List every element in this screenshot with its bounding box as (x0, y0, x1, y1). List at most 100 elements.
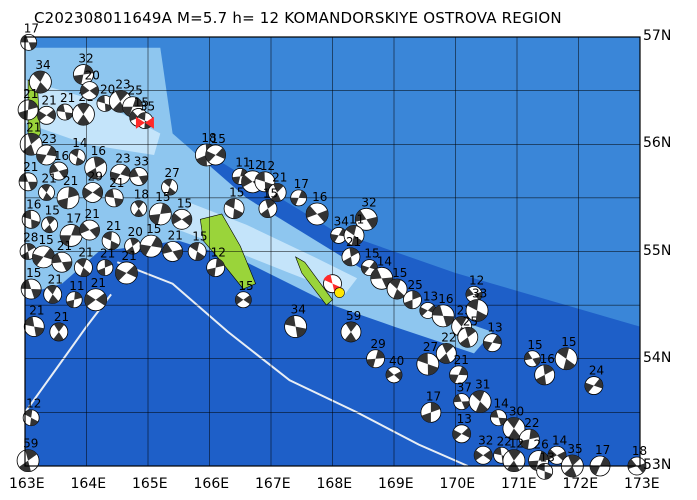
depth-label: 16 (540, 352, 555, 366)
depth-label: 15 (155, 190, 170, 204)
focal-mechanism (416, 352, 440, 376)
focal-mechanism (267, 183, 287, 202)
depth-label: 25 (128, 84, 143, 98)
depth-label: 22 (497, 434, 512, 448)
depth-label: 27 (423, 340, 438, 354)
focal-mechanism (130, 200, 148, 218)
focal-mechanism (290, 189, 308, 207)
depth-label: 34 (334, 214, 349, 228)
lat-tick-label: 55N (643, 242, 672, 259)
depth-label: 28 (23, 231, 38, 245)
depth-label: 23 (115, 77, 130, 91)
focal-mechanism (161, 178, 178, 196)
focal-mechanism (234, 291, 252, 309)
focal-mechanism (385, 366, 403, 384)
focal-mechanism (49, 322, 69, 342)
focal-mechanism (51, 251, 73, 273)
depth-label: 33 (472, 286, 487, 300)
focal-mechanism (82, 182, 104, 203)
focal-mechanism (21, 209, 41, 229)
depth-label: 35 (140, 100, 155, 114)
focal-mechanism (84, 288, 108, 312)
depth-label: 21 (42, 93, 57, 107)
event-lobe (135, 116, 145, 129)
focal-mechanism (73, 64, 94, 85)
focal-mechanism (19, 132, 43, 156)
focal-mechanism (32, 245, 55, 269)
depth-label: 24 (589, 364, 604, 378)
lon-tick-label: 166E (193, 476, 230, 492)
focal-mechanism (22, 409, 40, 427)
depth-label: 15 (26, 266, 41, 280)
depth-label: 20 (100, 82, 115, 96)
depth-label: 30 (509, 404, 524, 418)
focal-mechanism (65, 291, 83, 309)
depth-label: 32 (478, 433, 493, 447)
depth-label: 12 (26, 397, 41, 411)
depth-label: 15 (392, 266, 407, 280)
focal-mechanism (354, 207, 378, 231)
depth-label: 35 (567, 442, 582, 456)
depth-label: 21 (54, 310, 69, 324)
focal-mechanism (343, 225, 365, 246)
depth-label: 21 (168, 229, 183, 243)
depth-label: 15 (45, 204, 60, 218)
depth-label: 21 (121, 249, 136, 263)
depth-label: 21 (272, 171, 287, 185)
depth-label: 11 (69, 279, 84, 293)
depth-label: 37 (457, 381, 472, 395)
lat-tick-label: 56N (643, 135, 672, 152)
focal-mechanism (465, 299, 489, 322)
depth-label: 25 (463, 314, 478, 328)
focal-mechanism (453, 393, 471, 411)
focal-mechanism (554, 347, 578, 371)
depth-label: 21 (63, 174, 78, 188)
depth-label: 31 (475, 378, 490, 392)
focal-mechanism (56, 186, 80, 210)
depth-label: 33 (134, 154, 149, 168)
lat-tick-label: 57N (643, 28, 672, 44)
depth-label: 21 (29, 304, 44, 318)
focal-mechanism (187, 242, 207, 261)
depth-label: 21 (26, 120, 41, 134)
focal-mechanism (449, 365, 468, 385)
focal-mechanism (482, 333, 502, 353)
depth-label: 14 (552, 433, 567, 447)
depth-label: 22 (441, 330, 456, 344)
focal-mechanism (171, 208, 193, 230)
focal-mechanism (162, 241, 184, 262)
focal-mechanism (366, 349, 385, 369)
depth-label: 11 (349, 212, 364, 226)
event-lobe (323, 274, 333, 284)
depth-label: 15 (211, 132, 226, 146)
focal-mechanism (205, 144, 227, 166)
depth-label: 15 (229, 186, 244, 200)
focal-mechanism (23, 316, 45, 337)
depth-label: 21 (106, 219, 121, 233)
depth-label: 12 (260, 159, 275, 173)
trench-line (116, 261, 469, 466)
depth-label: 13 (487, 321, 502, 335)
focal-mechanism (206, 258, 226, 277)
depth-label: 22 (524, 416, 539, 430)
depth-label: 21 (23, 87, 38, 101)
focal-mechanism (502, 417, 526, 440)
depth-label: 29 (371, 337, 386, 351)
depth-label: 13 (540, 450, 555, 464)
focal-mechanism (68, 148, 86, 166)
focal-mechanism (28, 70, 52, 94)
depth-label: 14 (72, 136, 87, 150)
depth-label: 21 (23, 160, 38, 174)
focal-mechanism (17, 99, 39, 121)
depth-label: 59 (346, 309, 361, 323)
focal-mechanism (20, 278, 42, 300)
depth-label: 21 (42, 172, 57, 186)
depth-label: 12 (509, 437, 524, 451)
depth-label: 14 (377, 254, 392, 268)
depth-label: 17 (66, 211, 81, 225)
focal-mechanism (139, 234, 163, 258)
focal-mechanism (403, 290, 422, 310)
depth-label: 17 (24, 21, 39, 35)
map-title: C202308011649A M=5.7 h= 12 KOMANDORSKIYE… (34, 9, 562, 27)
